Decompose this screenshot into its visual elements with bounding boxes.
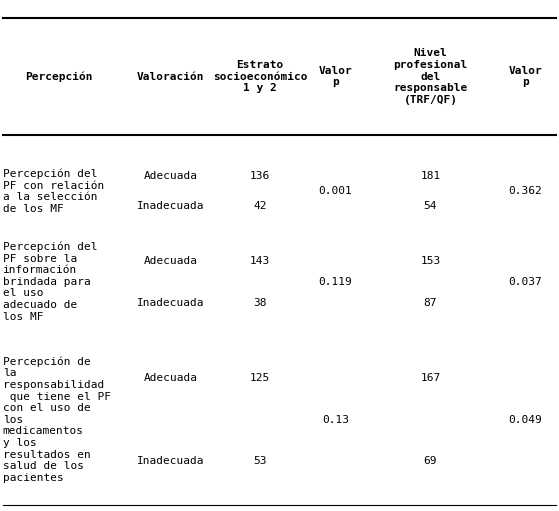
Text: Percepción de
la
responsabilidad
 que tiene el PF
con el uso de
los
medicamentos: Percepción de la responsabilidad que tie…	[3, 356, 111, 483]
Text: 54: 54	[424, 201, 437, 211]
Text: 181: 181	[420, 171, 440, 181]
Text: 0.362: 0.362	[509, 186, 542, 196]
Text: 0.13: 0.13	[322, 414, 349, 425]
Text: 87: 87	[424, 297, 437, 308]
Text: 0.001: 0.001	[319, 186, 352, 196]
Text: Percepción del
PF sobre la
información
brindada para
el uso
adecuado de
los MF: Percepción del PF sobre la información b…	[3, 242, 97, 321]
Text: 53: 53	[253, 456, 267, 466]
Text: 153: 153	[420, 256, 440, 266]
Text: 38: 38	[253, 297, 267, 308]
Text: 69: 69	[424, 456, 437, 466]
Text: 0.037: 0.037	[509, 276, 542, 287]
Text: Inadecuada: Inadecuada	[137, 201, 204, 211]
Text: 125: 125	[250, 373, 270, 383]
Text: Valor
p: Valor p	[319, 66, 352, 87]
Text: 143: 143	[250, 256, 270, 266]
Text: 0.119: 0.119	[319, 276, 352, 287]
Text: 136: 136	[250, 171, 270, 181]
Text: Percepción: Percepción	[25, 72, 92, 82]
Text: Adecuada: Adecuada	[144, 373, 197, 383]
Text: Adecuada: Adecuada	[144, 171, 197, 181]
Text: Estrato
socioeconómico
1 y 2: Estrato socioeconómico 1 y 2	[212, 60, 307, 93]
Text: Valoración: Valoración	[137, 72, 204, 82]
Text: 167: 167	[420, 373, 440, 383]
Text: Inadecuada: Inadecuada	[137, 456, 204, 466]
Text: Inadecuada: Inadecuada	[137, 297, 204, 308]
Text: Nivel
profesional
del
responsable
(TRF/QF): Nivel profesional del responsable (TRF/Q…	[394, 49, 467, 105]
Text: Adecuada: Adecuada	[144, 256, 197, 266]
Text: Percepción del
PF con relación
a la selección
de los MF: Percepción del PF con relación a la sele…	[3, 169, 104, 214]
Text: 42: 42	[253, 201, 267, 211]
Text: 0.049: 0.049	[509, 414, 542, 425]
Text: Valor
p: Valor p	[509, 66, 542, 87]
